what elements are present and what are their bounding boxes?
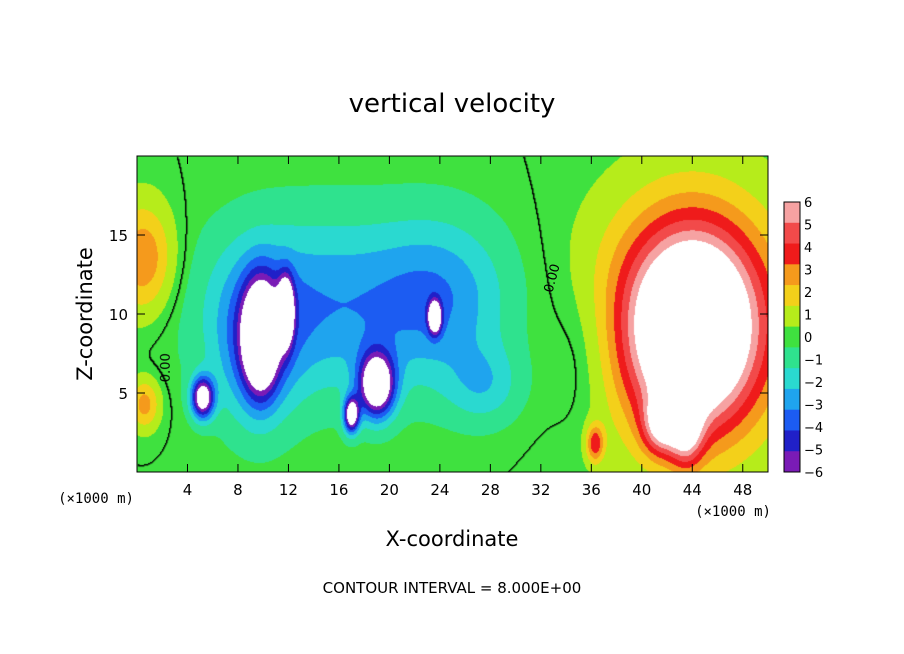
colorbar: 6 5 4 3 2 1 0 −1 −2 −3 −4 −5 −6 [783,196,823,481]
colorbar-segment [784,222,800,245]
colorbar-label: 0 [804,331,812,346]
x-tick-label: 24 [430,481,449,499]
x-tick-label: 32 [531,481,550,499]
plot-frame [136,155,769,473]
colorbar-segment [784,264,800,286]
colorbar-label: 1 [804,309,812,324]
contour-label-right: 0.00 [542,262,564,294]
colorbar-segment [784,202,800,224]
y-tick-label: 10 [109,306,128,324]
colorbar-frame [783,201,801,473]
colorbar-label: −4 [804,421,823,436]
x-tick-label: 36 [582,481,601,499]
colorbar-label: 4 [804,241,812,256]
x-axis-unit: (×1000 m) [695,504,771,520]
y-axis-label: Z-coordinate [73,247,97,381]
x-tick-label: 44 [683,481,702,499]
colorbar-label: 5 [804,219,812,234]
velocity-field [137,156,768,472]
colorbar-label: 3 [804,264,812,279]
x-tick-label: 28 [481,481,500,499]
colorbar-segment [784,368,800,390]
colorbar-label: 6 [804,196,812,211]
colorbar-segment [784,243,800,265]
x-tick-label: 4 [183,481,193,499]
contour-label-left: 0.00 [159,353,174,382]
x-tick-label: 8 [233,481,243,499]
y-tick-label: 15 [109,227,128,245]
y-tick-labels: 5 10 15 [109,227,128,403]
colorbar-segment [784,388,800,411]
colorbar-label: −2 [804,376,823,391]
colorbar-label: −3 [804,399,823,414]
y-tick-label: 5 [118,385,128,403]
contour-interval-note: CONTOUR INTERVAL = 8.000E+00 [323,579,582,597]
chart-title: vertical velocity [349,89,556,119]
colorbar-segment [784,305,800,328]
x-tick-label: 48 [733,481,752,499]
colorbar-segment [784,409,800,431]
colorbar-label: 2 [804,286,812,301]
x-tick-label: 12 [279,481,298,499]
x-origin-unit: (×1000 m) [58,491,134,507]
colorbar-label: −5 [804,444,823,459]
colorbar-segment [784,326,800,348]
colorbar-label: −6 [804,466,823,481]
x-tick-label: 16 [329,481,348,499]
colorbar-segment [784,285,800,307]
plot-area: 0.00 0.00 [136,155,769,473]
x-tick-labels: 4 8 12 16 20 24 28 32 36 40 44 48 [183,481,753,499]
colorbar-segment [784,347,800,369]
colorbar-segment [784,451,800,473]
x-tick-label: 40 [632,481,651,499]
zero-contours: 0.00 0.00 [159,262,564,382]
colorbar-segment [784,430,800,452]
x-axis-label: X-coordinate [386,527,519,551]
x-tick-label: 20 [380,481,399,499]
colorbar-label: −1 [804,354,823,369]
axis-ticks [137,156,768,472]
